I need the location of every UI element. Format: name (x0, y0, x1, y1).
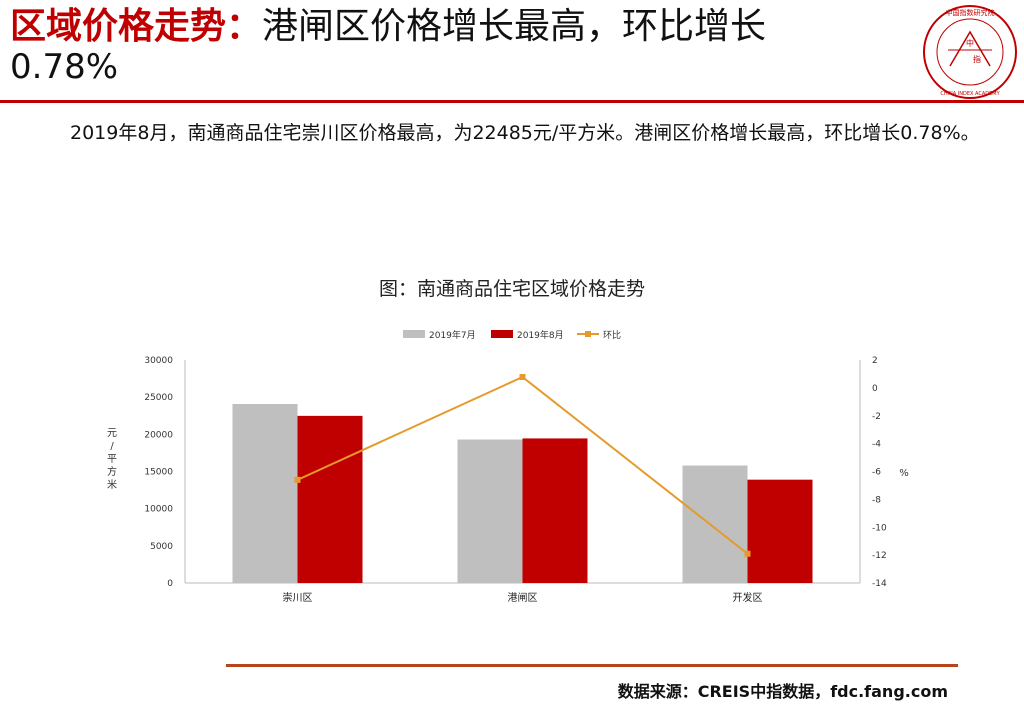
bar-1 (747, 479, 813, 583)
bar-1 (522, 438, 588, 583)
data-source: 数据来源：CREIS中指数据，fdc.fang.com (617, 682, 948, 701)
x-tick-label: 崇川区 (283, 592, 313, 604)
y2-tick-label: -6 (872, 468, 881, 478)
mom-point (744, 550, 751, 557)
bar-0 (232, 404, 298, 583)
y2-tick-label: -4 (872, 440, 881, 450)
y-tick-label: 30000 (144, 356, 173, 366)
y-tick-label: 0 (167, 579, 173, 589)
logo-center-bottom: 指 (973, 54, 981, 64)
y-tick-label: 25000 (144, 393, 173, 403)
header-divider (0, 100, 1024, 103)
y2-tick-label: -8 (872, 495, 881, 505)
y-tick-label: 15000 (144, 468, 173, 478)
mom-point (519, 374, 526, 381)
legend-marker (585, 331, 591, 337)
legend-swatch (403, 330, 425, 338)
legend-label: 环比 (603, 329, 621, 341)
logo-name: 中国指数研究院 (946, 8, 995, 17)
chart-axes: 0 5000 10000 15000 20000 25000 30000 2 0 -2 -4 -6 -8… (107, 356, 909, 604)
logo-center-top: 中 (966, 38, 974, 48)
y-tick-label: 10000 (144, 505, 173, 515)
chart-bars (232, 404, 813, 583)
summary-text: 2019年8月，南通商品住宅崇川区价格最高，为22485元/平方米。港闸区价格增… (70, 122, 980, 144)
x-tick-label: 港闸区 (508, 591, 538, 604)
y2-tick-label: -10 (872, 523, 887, 533)
y-tick-label: 20000 (144, 430, 173, 440)
chart-legend: 2019年7月 2019年8月 环比 (403, 329, 621, 341)
legend-label: 2019年8月 (517, 329, 564, 341)
bar-0 (682, 465, 748, 583)
y-tick-label: 5000 (150, 542, 173, 552)
legend-swatch (491, 330, 513, 338)
china-index-academy-logo: 中 指 中国指数研究院 CHINA INDEX ACADEMY (923, 5, 1017, 99)
bar-1 (297, 415, 363, 583)
y2-tick-label: -2 (872, 412, 881, 422)
mom-point (294, 476, 301, 483)
y2-tick-label: -14 (872, 579, 887, 589)
price-trend-chart: 2019年7月 2019年8月 环比 0 5000 10000 15000 20000 250… (107, 329, 909, 604)
footer-divider (226, 664, 958, 667)
chart-mom-line (294, 374, 751, 557)
title-percentage: 0.78% (10, 47, 119, 87)
bar-0 (457, 439, 523, 583)
x-tick-label: 开发区 (733, 591, 763, 604)
title-rest: 港闸区价格增长最高，环比增长 (262, 6, 767, 47)
logo-english: CHINA INDEX ACADEMY (940, 91, 1000, 97)
page-header: 区域价格走势：港闸区价格增长最高，环比增长 0.78% (10, 6, 910, 86)
y2-axis-label: % (899, 468, 909, 479)
y2-tick-label: 2 (872, 356, 878, 366)
title-highlight: 区域价格走势： (10, 6, 263, 47)
y2-tick-label: 0 (872, 384, 878, 394)
y2-tick-label: -12 (872, 551, 887, 561)
chart-title: 图：南通商品住宅区域价格走势 (378, 278, 645, 300)
y-axis-label: 元/平方米 (107, 428, 117, 491)
legend-label: 2019年7月 (429, 329, 476, 341)
